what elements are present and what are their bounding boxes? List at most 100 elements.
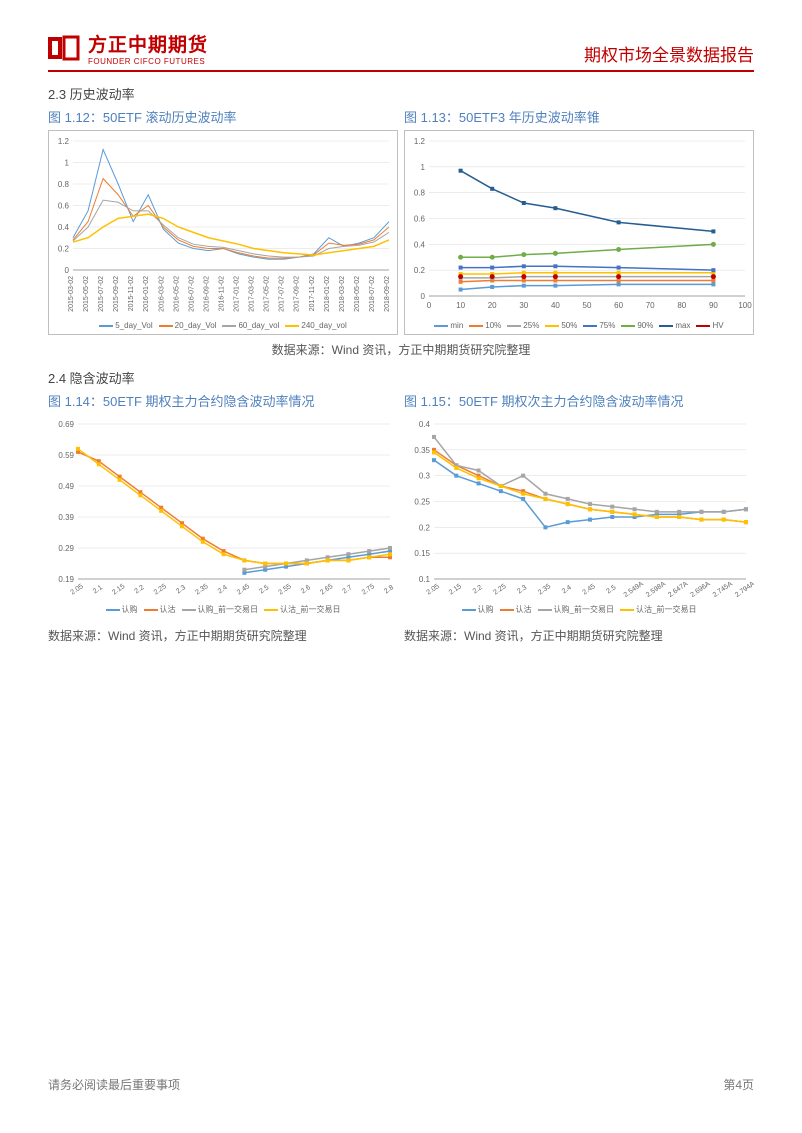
svg-text:2.55: 2.55 bbox=[278, 583, 293, 597]
svg-text:2.7: 2.7 bbox=[342, 584, 354, 595]
svg-text:2017-01-02: 2017-01-02 bbox=[234, 276, 241, 312]
svg-text:2016-07-02: 2016-07-02 bbox=[188, 276, 195, 312]
svg-text:2015-03-02: 2015-03-02 bbox=[68, 276, 75, 312]
svg-text:2.25: 2.25 bbox=[153, 583, 168, 597]
svg-text:2.3: 2.3 bbox=[516, 584, 528, 595]
svg-text:2018-09-02: 2018-09-02 bbox=[384, 276, 391, 312]
svg-text:2.15: 2.15 bbox=[448, 583, 463, 597]
legend-item: 认购 bbox=[462, 604, 494, 615]
svg-text:2.745A: 2.745A bbox=[712, 580, 734, 599]
svg-text:0.3: 0.3 bbox=[419, 472, 431, 481]
svg-text:0.35: 0.35 bbox=[414, 446, 430, 455]
legend-item: 认购 bbox=[106, 604, 138, 615]
legend-item: 认沽 bbox=[500, 604, 532, 615]
svg-text:2016-03-02: 2016-03-02 bbox=[158, 276, 165, 312]
svg-text:0: 0 bbox=[421, 292, 426, 301]
svg-text:2.5: 2.5 bbox=[258, 584, 270, 595]
svg-text:1: 1 bbox=[65, 159, 70, 168]
svg-text:0.6: 0.6 bbox=[58, 202, 70, 211]
svg-text:2018-01-02: 2018-01-02 bbox=[324, 276, 331, 312]
svg-text:2.1: 2.1 bbox=[92, 584, 104, 595]
legend-item: HV bbox=[696, 321, 723, 330]
svg-text:2015-05-02: 2015-05-02 bbox=[83, 276, 90, 312]
svg-text:0.49: 0.49 bbox=[58, 482, 74, 491]
svg-text:60: 60 bbox=[614, 301, 623, 310]
svg-text:0.4: 0.4 bbox=[419, 420, 431, 429]
svg-text:2.45: 2.45 bbox=[582, 583, 597, 597]
logo-text-cn: 方正中期期货 bbox=[88, 30, 208, 57]
svg-text:2.4: 2.4 bbox=[217, 584, 229, 595]
svg-text:2.2: 2.2 bbox=[472, 584, 484, 595]
svg-text:0.2: 0.2 bbox=[58, 245, 70, 254]
svg-text:0.2: 0.2 bbox=[419, 523, 431, 532]
logo-text-en: FOUNDER CIFCO FUTURES bbox=[88, 57, 208, 66]
svg-text:2015-07-02: 2015-07-02 bbox=[98, 276, 105, 312]
svg-text:2018-07-02: 2018-07-02 bbox=[369, 276, 376, 312]
svg-text:2.05: 2.05 bbox=[70, 583, 85, 597]
svg-text:2.4: 2.4 bbox=[561, 584, 573, 595]
svg-text:2.35: 2.35 bbox=[537, 583, 552, 597]
source-24-left: 数据来源：Wind 资讯，方正中期期货研究院整理 bbox=[48, 627, 398, 644]
legend-item: 认沽 bbox=[144, 604, 176, 615]
svg-text:2.05: 2.05 bbox=[426, 583, 441, 597]
svg-text:90: 90 bbox=[709, 301, 718, 310]
chart-113: 00.20.40.60.811.20102030405060708090100m… bbox=[404, 130, 754, 335]
svg-text:2016-09-02: 2016-09-02 bbox=[203, 276, 210, 312]
chart-115: 0.10.150.20.250.30.350.42.052.152.22.252… bbox=[404, 414, 754, 619]
svg-text:20: 20 bbox=[488, 301, 497, 310]
svg-text:70: 70 bbox=[646, 301, 655, 310]
svg-text:2.6: 2.6 bbox=[300, 584, 312, 595]
svg-text:2.696A: 2.696A bbox=[689, 580, 711, 599]
section-24-label: 2.4 隐含波动率 bbox=[48, 368, 754, 387]
svg-text:30: 30 bbox=[519, 301, 528, 310]
legend-item: min bbox=[434, 321, 463, 330]
svg-text:0.39: 0.39 bbox=[58, 513, 74, 522]
svg-text:0.8: 0.8 bbox=[414, 189, 426, 198]
svg-text:50: 50 bbox=[583, 301, 592, 310]
svg-text:2.647A: 2.647A bbox=[667, 580, 689, 599]
chart-112: 00.20.40.60.811.22015-03-022015-05-02201… bbox=[48, 130, 398, 335]
legend-item: 240_day_vol bbox=[285, 321, 346, 330]
legend-item: 认沽_前一交易日 bbox=[620, 604, 696, 615]
svg-text:0: 0 bbox=[427, 301, 432, 310]
svg-text:2.65: 2.65 bbox=[319, 583, 334, 597]
svg-text:0.4: 0.4 bbox=[414, 240, 426, 249]
svg-text:2.75: 2.75 bbox=[361, 583, 376, 597]
svg-text:0.69: 0.69 bbox=[58, 420, 74, 429]
svg-text:2017-03-02: 2017-03-02 bbox=[249, 276, 256, 312]
svg-text:0.1: 0.1 bbox=[419, 575, 431, 584]
svg-text:2.25: 2.25 bbox=[492, 583, 507, 597]
svg-text:0.15: 0.15 bbox=[414, 549, 430, 558]
svg-text:2017-09-02: 2017-09-02 bbox=[294, 276, 301, 312]
svg-text:2015-11-02: 2015-11-02 bbox=[128, 276, 135, 311]
svg-text:2.8: 2.8 bbox=[383, 584, 395, 595]
svg-text:2.45: 2.45 bbox=[236, 583, 251, 597]
source-23: 数据来源：Wind 资讯，方正中期期货研究院整理 bbox=[48, 341, 754, 358]
svg-text:1.2: 1.2 bbox=[58, 137, 70, 146]
header-divider bbox=[48, 70, 754, 72]
footer-disclaimer: 请务必阅读最后重要事项 bbox=[48, 1076, 180, 1093]
svg-text:2017-11-02: 2017-11-02 bbox=[309, 276, 316, 311]
svg-text:0.59: 0.59 bbox=[58, 451, 74, 460]
page-header: 方正中期期货 FOUNDER CIFCO FUTURES 期权市场全景数据报告 bbox=[48, 30, 754, 66]
svg-text:2.35: 2.35 bbox=[194, 583, 209, 597]
source-24-right: 数据来源：Wind 资讯，方正中期期货研究院整理 bbox=[404, 627, 754, 644]
svg-text:1: 1 bbox=[421, 163, 426, 172]
svg-text:80: 80 bbox=[677, 301, 686, 310]
chart-112-title: 图 1.12：50ETF 滚动历史波动率 bbox=[48, 107, 398, 126]
legend-item: 10% bbox=[469, 321, 501, 330]
svg-text:2016-11-02: 2016-11-02 bbox=[218, 276, 225, 311]
svg-text:2.3: 2.3 bbox=[175, 584, 187, 595]
svg-text:2.15: 2.15 bbox=[111, 583, 126, 597]
svg-text:0.6: 0.6 bbox=[414, 215, 426, 224]
svg-text:2.5: 2.5 bbox=[605, 584, 617, 595]
svg-text:2016-05-02: 2016-05-02 bbox=[173, 276, 180, 312]
svg-text:2018-03-02: 2018-03-02 bbox=[339, 276, 346, 312]
svg-text:2.598A: 2.598A bbox=[645, 580, 667, 599]
svg-text:2018-05-02: 2018-05-02 bbox=[354, 276, 361, 312]
page-footer: 请务必阅读最后重要事项 第4页 bbox=[48, 1076, 754, 1093]
svg-text:1.2: 1.2 bbox=[414, 137, 426, 146]
legend-item: 认购_前一交易日 bbox=[538, 604, 614, 615]
legend-item: 60_day_vol bbox=[222, 321, 279, 330]
legend-item: 5_day_Vol bbox=[99, 321, 152, 330]
